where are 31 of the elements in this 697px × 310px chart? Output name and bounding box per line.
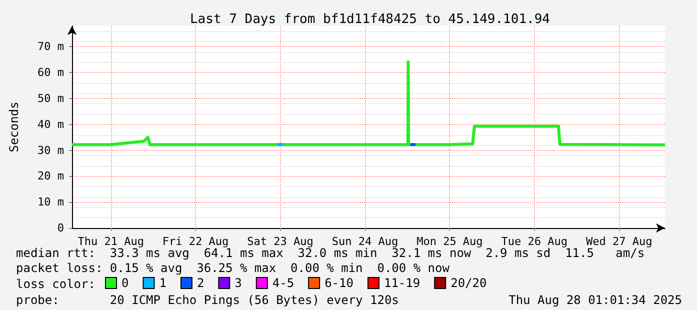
text: packet loss: 0.15 % avg 36.25 % max 0.00 % min 0.00 % now <box>16 261 450 275</box>
y-tick-label: 0 <box>57 222 64 234</box>
text: Thu Aug 28 01:01:34 2025 <box>508 293 682 307</box>
y-axis-title: Seconds <box>7 102 21 152</box>
x-tick-label: Sun 24 Aug <box>332 235 398 248</box>
x-tick-label: Thu 21 Aug <box>78 235 144 248</box>
legend-label: 4-5 <box>272 276 294 290</box>
x-tick-label: Wed 27 Aug <box>586 235 652 248</box>
x-tick-label: Sat 23 Aug <box>247 235 314 248</box>
legend-label: 1 <box>159 276 166 290</box>
chart-title: Last 7 Days from bf1d11f48425 to 45.149.101.94 <box>190 12 550 27</box>
legend-label: 3 <box>234 276 242 290</box>
text: probe: 20 ICMP Echo Pings (56 Bytes) every 120s <box>16 293 399 307</box>
y-tick-label: 60 m <box>38 66 64 80</box>
x-tick-label: Tue 26 Aug <box>501 235 568 248</box>
legend-label: 0 <box>122 276 129 290</box>
y-tick-label: 40 m <box>38 118 64 131</box>
legend-label: 11-19 <box>384 276 420 290</box>
legend-label: 6-10 <box>324 276 354 290</box>
x-tick-label: Mon 25 Aug <box>416 235 483 248</box>
legend-title: loss color: <box>16 277 96 291</box>
y-tick-label: 10 m <box>38 196 64 209</box>
legend-label: 2 <box>196 276 204 290</box>
y-tick-label: 20 m <box>38 170 64 183</box>
text: median rtt: 33.3 ms avg 64.1 ms max 32.0 ms min 32.1 ms now 2.9 ms sd 11.5 am/s <box>16 246 645 260</box>
legend-label: 20/20 <box>450 276 487 290</box>
x-tick-label: Fri 22 Aug <box>162 235 229 248</box>
y-tick-label: 50 m <box>38 92 64 106</box>
line-series <box>70 60 666 146</box>
y-tick-label: 30 m <box>38 144 64 157</box>
y-tick-label: 70 m <box>38 40 64 54</box>
